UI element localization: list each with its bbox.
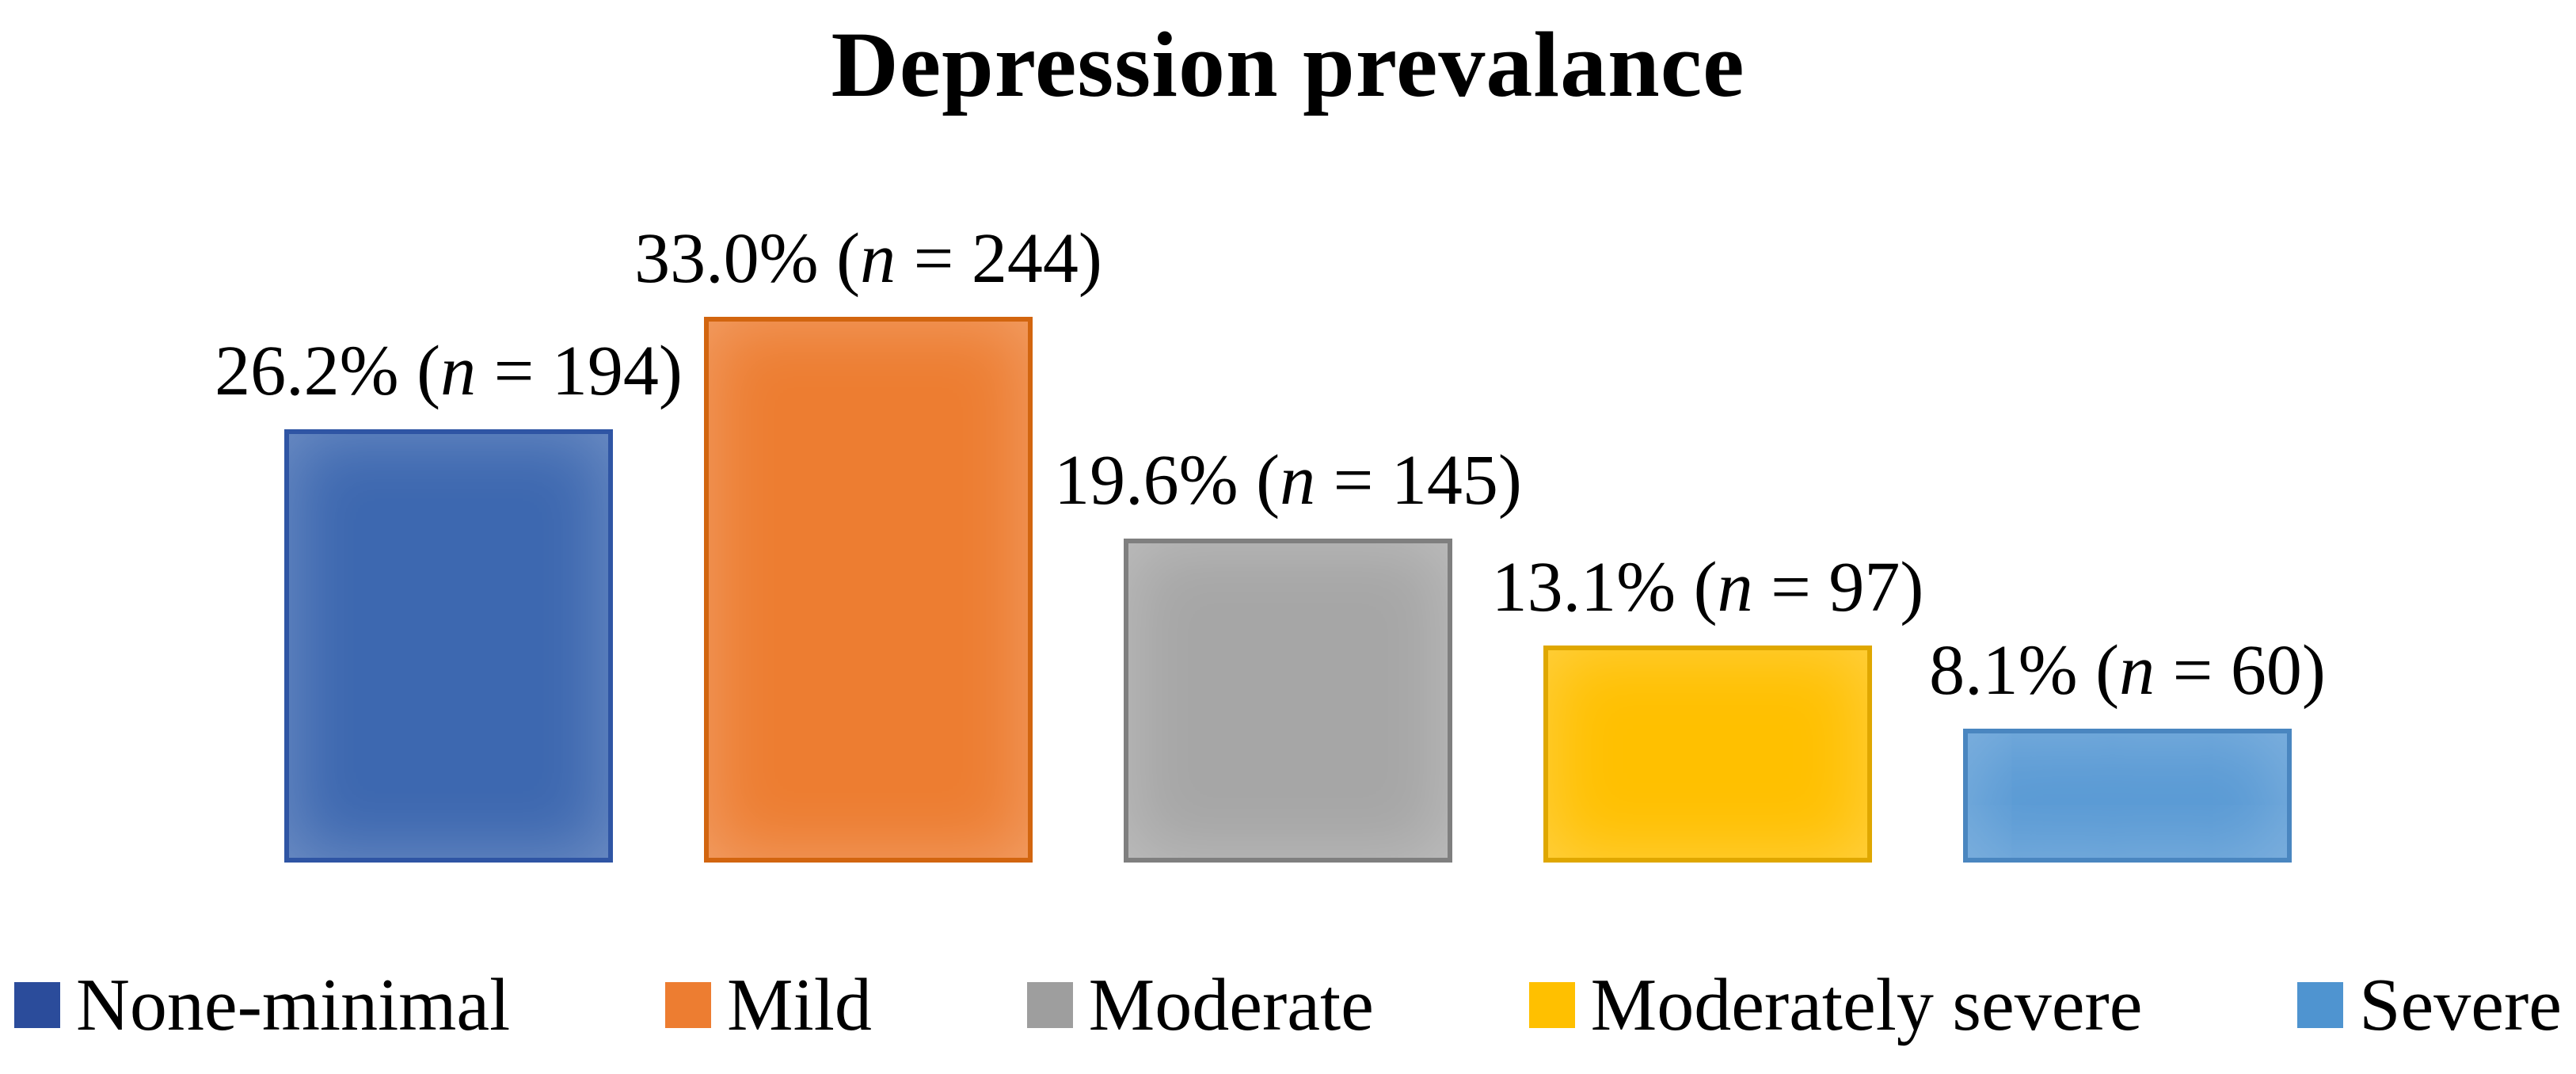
legend-item-severe: Severe	[2297, 968, 2562, 1042]
bar-value-label-moderately-severe: 13.1% (n = 97)	[1491, 548, 1924, 626]
bar-value-label-mild: 33.0% (n = 244)	[634, 219, 1102, 298]
bar-moderately-severe	[1543, 646, 1872, 863]
legend-label-severe: Severe	[2359, 964, 2562, 1046]
legend-item-none-minimal: None-minimal	[14, 968, 510, 1042]
chart-title: Depression prevalance	[831, 13, 1745, 116]
bar-group-severe: 8.1% (n = 60)	[1929, 635, 2326, 863]
bar-value-label-moderate: 19.6% (n = 145)	[1054, 441, 1522, 520]
bar-severe	[1963, 729, 2292, 863]
bar-group-mild: 33.0% (n = 244)	[634, 223, 1102, 863]
legend-label-moderately-severe: Moderately severe	[1590, 964, 2143, 1046]
legend-item-moderately-severe: Moderately severe	[1528, 964, 2143, 1046]
legend-swatch-icon	[14, 982, 60, 1028]
bar-value-label-none-minimal: 26.2% (n = 194)	[215, 332, 683, 410]
legend-item-mild: Mild	[665, 968, 872, 1042]
legend: None-minimal Mild Moderate Moderately sever…	[14, 968, 2562, 1042]
legend-swatch-icon	[2297, 982, 2344, 1028]
bar-plot-area: 26.2% (n = 194) 33.0% (n = 244) 19.6% (n =…	[0, 223, 2576, 863]
bar-group-none-minimal: 26.2% (n = 194)	[215, 336, 683, 863]
legend-item-moderate: Moderate	[1026, 964, 1374, 1046]
legend-swatch-icon	[1528, 982, 1575, 1028]
bar-group-moderate: 19.6% (n = 145)	[1054, 445, 1522, 863]
bar-none-minimal	[284, 429, 613, 863]
bar-mild	[704, 317, 1033, 863]
legend-label-mild: Mild	[727, 964, 872, 1046]
bar-value-label-severe: 8.1% (n = 60)	[1929, 631, 2326, 710]
legend-swatch-icon	[665, 982, 712, 1028]
bar-group-moderately-severe: 13.1% (n = 97)	[1492, 552, 1923, 863]
bar-moderate	[1124, 539, 1452, 863]
legend-label-none-minimal: None-minimal	[76, 964, 511, 1046]
legend-label-moderate: Moderate	[1088, 964, 1374, 1046]
legend-swatch-icon	[1026, 982, 1073, 1028]
